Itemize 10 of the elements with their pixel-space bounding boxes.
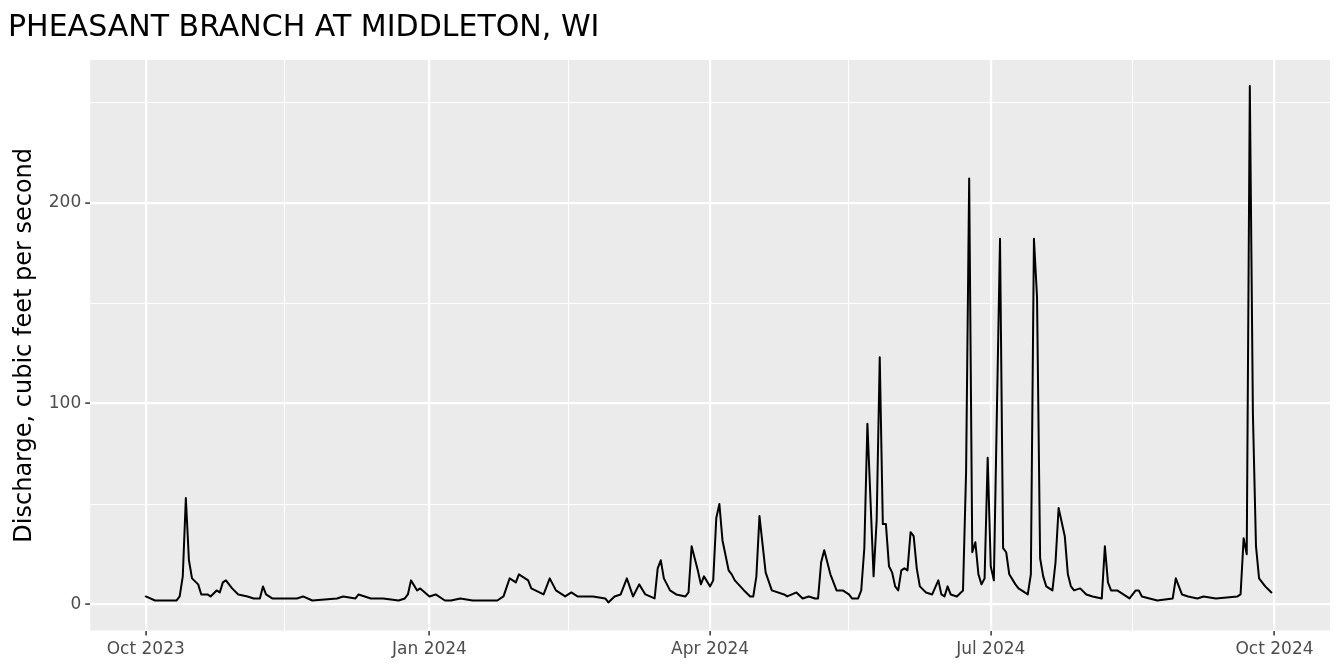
y-tick-label: 200: [48, 191, 82, 212]
x-tick-label: Oct 2024: [1235, 638, 1314, 659]
x-tick-label: Jul 2024: [955, 638, 1026, 659]
y-axis-title: Discharge, cubic feet per second: [8, 147, 37, 543]
x-tick-label: Jan 2024: [391, 638, 467, 659]
y-tick-label: 100: [48, 391, 82, 412]
x-tick-label: Oct 2023: [106, 638, 185, 659]
x-tick-label: Apr 2024: [671, 638, 750, 659]
y-tick-label: 0: [70, 592, 82, 613]
chart-title: PHEASANT BRANCH AT MIDDLETON, WI: [8, 7, 600, 43]
